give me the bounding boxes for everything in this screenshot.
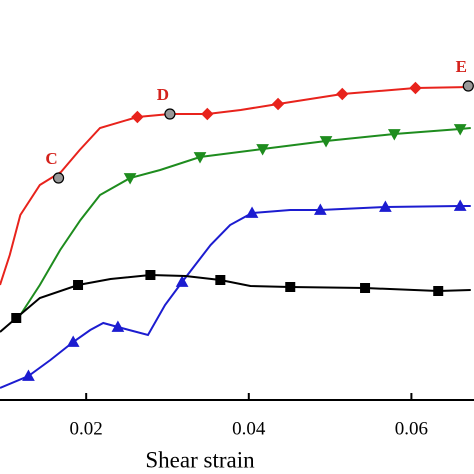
marker xyxy=(201,107,214,121)
marker xyxy=(245,206,259,218)
marker xyxy=(387,129,401,141)
annotation-point xyxy=(164,108,176,120)
annotation-label: E xyxy=(456,57,467,76)
marker xyxy=(145,270,156,280)
marker xyxy=(319,136,333,148)
marker xyxy=(111,320,125,332)
marker xyxy=(11,313,22,323)
marker xyxy=(285,282,296,292)
annotation-label: C xyxy=(45,149,57,168)
marker xyxy=(66,335,80,347)
marker xyxy=(215,275,226,285)
marker xyxy=(73,280,84,290)
marker xyxy=(256,144,269,156)
series-line xyxy=(0,273,471,333)
marker xyxy=(123,173,137,185)
marker xyxy=(175,275,189,287)
marker xyxy=(193,152,207,164)
marker xyxy=(433,286,444,296)
x-axis-title: Shear strain xyxy=(145,447,255,472)
x-tick-label: 0.02 xyxy=(70,418,103,439)
annotation-label: D xyxy=(157,85,169,104)
marker xyxy=(360,283,371,293)
marker xyxy=(131,110,144,124)
marker xyxy=(453,124,467,136)
series-line xyxy=(19,127,471,316)
x-tick-label: 0.04 xyxy=(232,418,266,439)
annotation-point xyxy=(52,172,65,184)
marker xyxy=(22,369,35,381)
marker xyxy=(336,87,349,101)
marker xyxy=(313,203,327,215)
marker xyxy=(409,81,422,95)
marker xyxy=(453,199,467,211)
marker xyxy=(271,97,285,111)
marker xyxy=(379,200,392,212)
series-line xyxy=(0,86,471,286)
annotation-point xyxy=(462,80,474,92)
x-tick-label: 0.06 xyxy=(395,418,428,439)
